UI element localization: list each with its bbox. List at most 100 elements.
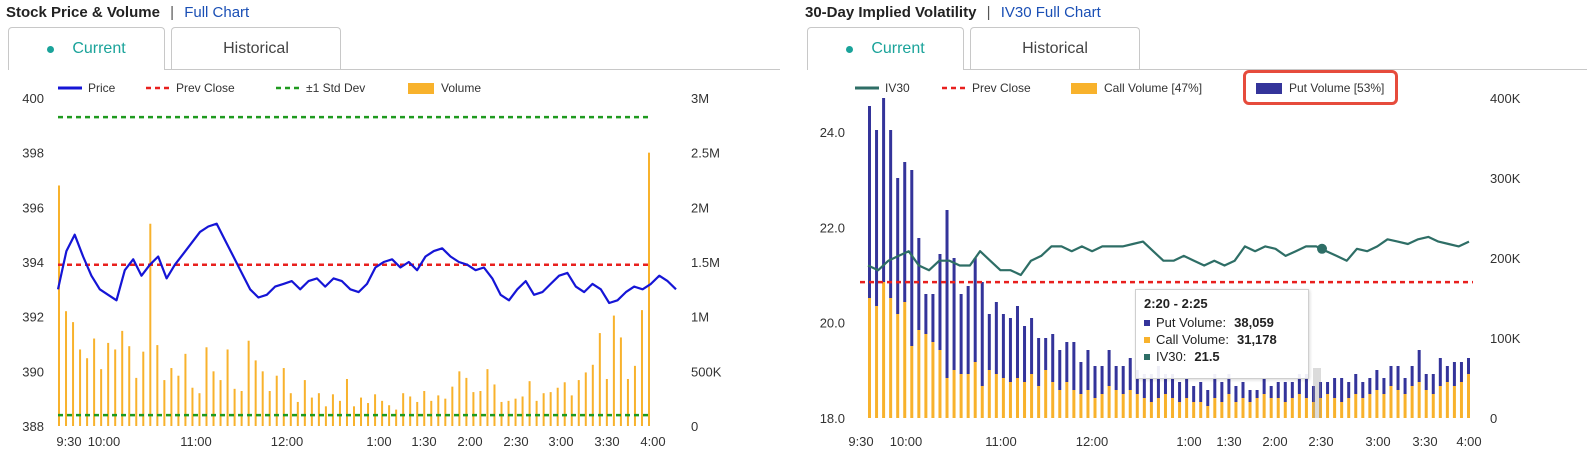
call-volume-bar <box>1417 382 1421 418</box>
volume-bar <box>542 393 545 426</box>
call-volume-bar <box>973 362 977 418</box>
volume-bar <box>240 391 243 426</box>
put-volume-bar <box>903 162 907 302</box>
y2-tick-label: 2.5M <box>691 146 720 161</box>
put-volume-bar <box>1403 378 1407 394</box>
volume-bar <box>451 386 454 426</box>
call-volume-bar <box>1255 398 1259 418</box>
volume-bar <box>303 380 306 426</box>
volume-bar <box>317 393 320 426</box>
full-chart-link[interactable]: Full Chart <box>184 4 250 21</box>
call-volume-bar <box>1438 386 1442 418</box>
volume-bar <box>268 391 271 426</box>
iv-panel-title-row: 30-Day Implied Volatility | IV30 Full Ch… <box>805 4 1101 21</box>
put-volume-bar <box>1333 378 1337 398</box>
volume-bar <box>163 380 166 426</box>
volume-bar <box>121 330 124 426</box>
volume-bar <box>156 345 159 426</box>
x-tick-label: 2:00 <box>1262 434 1287 449</box>
call-volume-bar <box>917 330 921 418</box>
volume-bar <box>437 395 440 426</box>
volume-bar <box>479 391 482 426</box>
iv30-full-chart-link[interactable]: IV30 Full Chart <box>1000 4 1101 21</box>
put-volume-bar <box>959 294 963 374</box>
put-volume-bar <box>1234 386 1238 402</box>
put-volume-bar <box>1156 366 1160 398</box>
volume-bar <box>205 347 208 426</box>
put-volume-bar <box>931 294 935 342</box>
put-volume-bar <box>889 130 893 298</box>
x-tick-label: 11:00 <box>985 434 1017 449</box>
call-volume-bar <box>1121 394 1125 418</box>
volume-bar <box>296 401 299 426</box>
volume-bar <box>409 396 412 426</box>
volume-bar <box>486 369 489 426</box>
volume-bar <box>584 372 587 426</box>
put-volume-bar <box>1037 338 1041 386</box>
stock-tab-bar: Current Historical <box>8 27 780 70</box>
legend-label: Call Volume [47%] <box>1104 81 1202 95</box>
put-volume-bar <box>1142 374 1146 398</box>
put-volume-bar <box>987 314 991 370</box>
call-volume-bar <box>1389 386 1393 418</box>
volume-bar <box>79 349 82 426</box>
call-volume-bar <box>952 370 956 418</box>
x-tick-label: 3:30 <box>1412 434 1437 449</box>
call-volume-bar <box>875 306 879 418</box>
legend-label: Put Volume [53%] <box>1289 81 1384 95</box>
call-volume-bar <box>1030 374 1034 418</box>
call-volume-bar <box>1192 402 1196 418</box>
tab-current-label: Current <box>871 40 925 57</box>
call-volume-bar <box>1149 402 1153 418</box>
tab-historical[interactable]: Historical <box>171 27 341 69</box>
tooltip-title: 2:20 - 2:25 <box>1144 296 1208 311</box>
call-volume-bar <box>1234 402 1238 418</box>
volume-bar <box>128 346 131 426</box>
put-volume-bar <box>973 258 977 362</box>
call-volume-bar <box>1178 402 1182 418</box>
legend-label: Volume <box>441 81 481 95</box>
iv30-line <box>867 235 1470 277</box>
call-volume-bar <box>987 370 991 418</box>
call-volume-bar <box>966 374 970 418</box>
call-volume-bar <box>1283 402 1287 418</box>
call-volume-bar <box>1037 386 1041 418</box>
x-tick-label: 1:30 <box>1216 434 1241 449</box>
call-volume-bar <box>1079 394 1083 418</box>
x-tick-label: 3:00 <box>1365 434 1390 449</box>
x-tick-label: 4:00 <box>1456 434 1481 449</box>
call-volume-bar <box>1058 390 1062 418</box>
put-volume-bar <box>1199 382 1203 402</box>
y-tick-label: 396 <box>22 200 44 215</box>
call-volume-bar <box>1142 398 1146 418</box>
volume-bar <box>402 393 405 426</box>
call-volume-bar <box>1093 398 1097 418</box>
tab-current[interactable]: Current <box>8 27 165 70</box>
put-volume-bar <box>896 178 900 314</box>
put-volume-bar <box>1459 362 1463 382</box>
volume-bar <box>514 398 517 426</box>
volume-bar <box>345 378 348 426</box>
y2-tick-label: 200K <box>1490 251 1521 266</box>
legend-label: IV30 <box>885 81 910 95</box>
tab-historical[interactable]: Historical <box>970 27 1140 69</box>
hover-column <box>1313 368 1321 418</box>
call-volume-bar <box>1171 398 1175 418</box>
volume-bar <box>226 349 229 426</box>
put-volume-bar <box>1283 382 1287 402</box>
volume-bar <box>72 322 75 426</box>
call-volume-bar <box>1410 386 1414 418</box>
tab-current[interactable]: Current <box>807 27 964 70</box>
call-volume-bar <box>1354 394 1358 418</box>
stock-panel-title-row: Stock Price & Volume | Full Chart <box>6 4 249 21</box>
call-volume-bar <box>1262 394 1266 418</box>
x-tick-label: 10:00 <box>890 434 923 449</box>
legend-label: Prev Close <box>176 81 235 95</box>
call-volume-bar <box>1051 382 1055 418</box>
call-volume-bar <box>1114 390 1118 418</box>
put-volume-bar <box>1030 318 1034 374</box>
call-volume-bar <box>931 342 935 418</box>
put-volume-bar <box>1354 374 1358 394</box>
volume-bar <box>282 368 285 426</box>
put-volume-bar <box>994 302 998 374</box>
